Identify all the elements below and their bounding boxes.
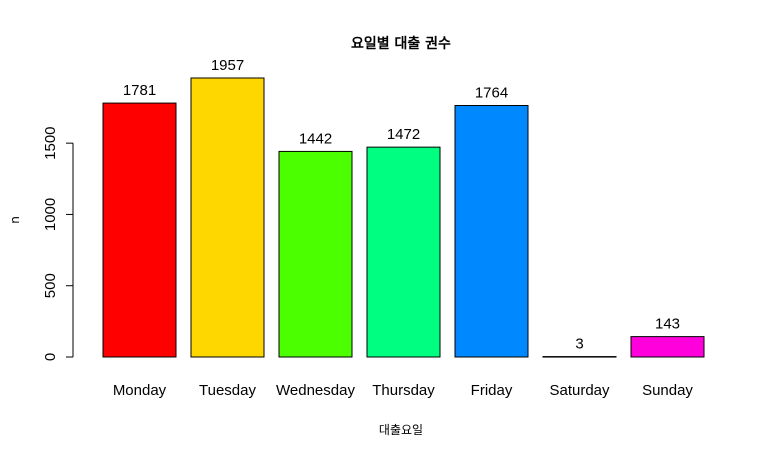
data-label-saturday: 3 bbox=[575, 336, 583, 353]
chart-title: 요일별 대출 권수 bbox=[351, 35, 451, 52]
x-tick-label: Tuesday bbox=[199, 382, 256, 399]
data-label-thursday: 1472 bbox=[387, 126, 420, 143]
x-tick-label: Saturday bbox=[549, 382, 610, 399]
y-axis: 0 500 1000 1500 bbox=[42, 126, 74, 361]
data-label-friday: 1764 bbox=[475, 85, 508, 102]
x-tick-label: Wednesday bbox=[276, 382, 355, 399]
x-tick-label: Sunday bbox=[642, 382, 693, 399]
bar-friday bbox=[454, 105, 529, 358]
bar-saturday bbox=[542, 356, 617, 358]
bar-monday bbox=[102, 102, 177, 358]
data-label-wednesday: 1442 bbox=[299, 130, 332, 147]
x-tick-label: Monday bbox=[113, 382, 167, 399]
y-tick-label: 1000 bbox=[42, 198, 59, 231]
data-label-sunday: 143 bbox=[655, 316, 680, 333]
y-tick-label: 1500 bbox=[42, 126, 59, 159]
bar-sunday bbox=[630, 336, 705, 358]
x-axis-label: 대출요일 bbox=[379, 423, 423, 437]
bar-tuesday bbox=[190, 77, 265, 358]
data-label-monday: 1781 bbox=[123, 82, 156, 99]
x-tick-label: Friday bbox=[471, 382, 513, 399]
bar-wednesday bbox=[278, 150, 353, 358]
bars-group bbox=[102, 77, 705, 358]
bar-thursday bbox=[366, 146, 441, 358]
y-tick-label: 500 bbox=[42, 273, 59, 298]
category-labels: Monday Tuesday Wednesday Thursday Friday Satu… bbox=[113, 382, 694, 399]
y-tick-label: 0 bbox=[42, 353, 59, 361]
data-label-tuesday: 1957 bbox=[211, 57, 244, 74]
y-axis-label: n bbox=[8, 216, 22, 224]
x-tick-label: Thursday bbox=[372, 382, 435, 399]
data-labels: 1781 1957 1442 1472 1764 3 143 bbox=[123, 57, 680, 353]
